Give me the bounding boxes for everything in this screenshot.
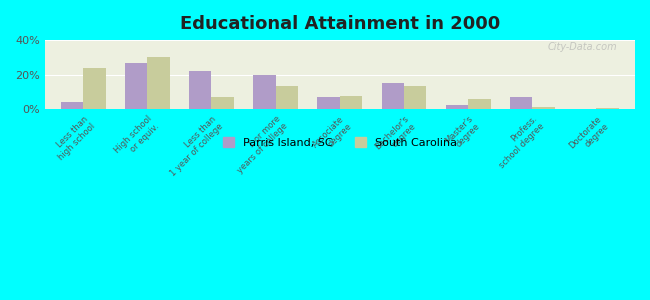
Bar	[276, 86, 298, 109]
Bar	[510, 97, 532, 109]
Bar	[83, 68, 105, 109]
Bar	[532, 106, 555, 109]
Bar	[60, 102, 83, 109]
Bar	[211, 97, 234, 109]
Bar	[597, 107, 619, 109]
Bar	[253, 75, 276, 109]
Title: Educational Attainment in 2000: Educational Attainment in 2000	[179, 15, 500, 33]
Text: City-Data.com: City-Data.com	[548, 42, 617, 52]
Bar	[340, 96, 362, 109]
Bar	[468, 99, 491, 109]
Bar	[125, 63, 148, 109]
Legend: Parris Island, SC, South Carolina: Parris Island, SC, South Carolina	[217, 132, 462, 153]
Bar	[404, 86, 426, 109]
Bar	[317, 97, 340, 109]
Bar	[189, 71, 211, 109]
Bar	[148, 57, 170, 109]
Bar	[382, 83, 404, 109]
Bar	[446, 105, 468, 109]
